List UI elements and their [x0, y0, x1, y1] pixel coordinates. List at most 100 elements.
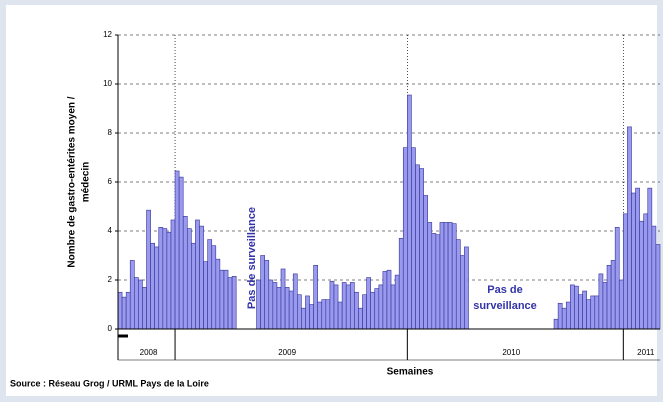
bar — [117, 291, 123, 330]
bar — [443, 222, 449, 330]
x-label: Semaines — [387, 367, 434, 378]
bar — [553, 318, 559, 330]
bar — [439, 222, 445, 330]
bar — [631, 192, 636, 330]
bar — [594, 295, 600, 330]
bar — [362, 294, 367, 330]
y-tick-label: 10 — [103, 79, 112, 88]
bar — [586, 299, 592, 330]
bar — [358, 307, 363, 330]
bar — [195, 219, 200, 330]
bar — [186, 228, 192, 330]
bar — [447, 222, 453, 330]
bar — [370, 291, 376, 330]
bar — [582, 290, 587, 330]
y-label: médecin — [81, 162, 92, 203]
bar — [129, 260, 135, 330]
bar — [643, 213, 649, 330]
bar — [419, 168, 424, 330]
bar — [317, 301, 323, 330]
bar — [215, 258, 221, 330]
bar — [341, 282, 347, 330]
bar — [134, 277, 139, 330]
bar — [402, 147, 408, 330]
bar — [260, 255, 266, 330]
bar — [460, 255, 465, 330]
bar — [431, 233, 437, 330]
y-label: Nombre de gastro-entérites moyen / — [67, 96, 78, 267]
bar — [578, 294, 583, 330]
bar — [565, 301, 571, 330]
y-tick-label: 4 — [108, 226, 113, 235]
bar — [162, 228, 168, 330]
bar — [292, 273, 298, 330]
bar — [223, 269, 229, 330]
bar — [610, 260, 616, 330]
bar — [570, 284, 575, 330]
x-tick-label: 2009 — [278, 348, 296, 357]
bar — [199, 225, 204, 330]
bar — [627, 126, 632, 330]
bar — [382, 271, 388, 330]
bar — [590, 295, 596, 330]
x-tick-label: 2011 — [637, 348, 655, 357]
bar — [150, 242, 155, 330]
y-tick-label: 6 — [108, 177, 113, 186]
bar — [623, 213, 628, 330]
bar — [329, 280, 335, 330]
bar — [309, 304, 314, 330]
bar — [374, 288, 380, 330]
bar — [227, 277, 233, 330]
bar — [280, 268, 286, 330]
bar — [337, 301, 343, 330]
bar — [158, 227, 164, 330]
bar — [182, 216, 188, 330]
bar — [272, 282, 278, 330]
bar — [455, 239, 461, 330]
bar — [464, 246, 469, 330]
bar — [618, 279, 624, 330]
bar — [305, 295, 310, 330]
bar — [301, 307, 306, 330]
bar — [325, 299, 331, 330]
bar — [378, 284, 384, 330]
bar — [207, 239, 213, 330]
bar — [598, 273, 604, 330]
bar — [606, 264, 612, 330]
bar — [655, 244, 661, 330]
y-tick-label: 8 — [108, 128, 113, 137]
bar — [264, 260, 270, 330]
bar — [407, 94, 412, 330]
bar — [297, 294, 302, 330]
bar — [321, 299, 327, 330]
bar — [219, 269, 225, 330]
y-tick-label: 12 — [103, 30, 112, 39]
bar — [284, 287, 290, 330]
bar — [154, 246, 160, 330]
panel — [6, 5, 657, 396]
bar — [561, 307, 567, 330]
bar — [333, 284, 339, 330]
bar — [390, 284, 396, 330]
y-tick-label: 0 — [108, 324, 113, 333]
y-tick-label: 2 — [108, 275, 113, 284]
bar — [349, 282, 355, 330]
bar — [602, 282, 608, 330]
bar — [647, 187, 653, 330]
bar — [557, 302, 563, 330]
bar — [170, 219, 176, 330]
bar — [635, 187, 640, 330]
annotation: Pas de — [487, 284, 522, 296]
bar — [276, 287, 282, 330]
bar — [288, 290, 294, 330]
bar — [366, 277, 371, 330]
bar — [427, 222, 433, 330]
bar — [146, 209, 151, 330]
bar — [203, 261, 208, 330]
x-tick-label: 2008 — [140, 348, 158, 357]
bar — [394, 274, 400, 330]
bar — [386, 269, 392, 330]
bar — [211, 245, 217, 330]
bar — [423, 195, 429, 330]
